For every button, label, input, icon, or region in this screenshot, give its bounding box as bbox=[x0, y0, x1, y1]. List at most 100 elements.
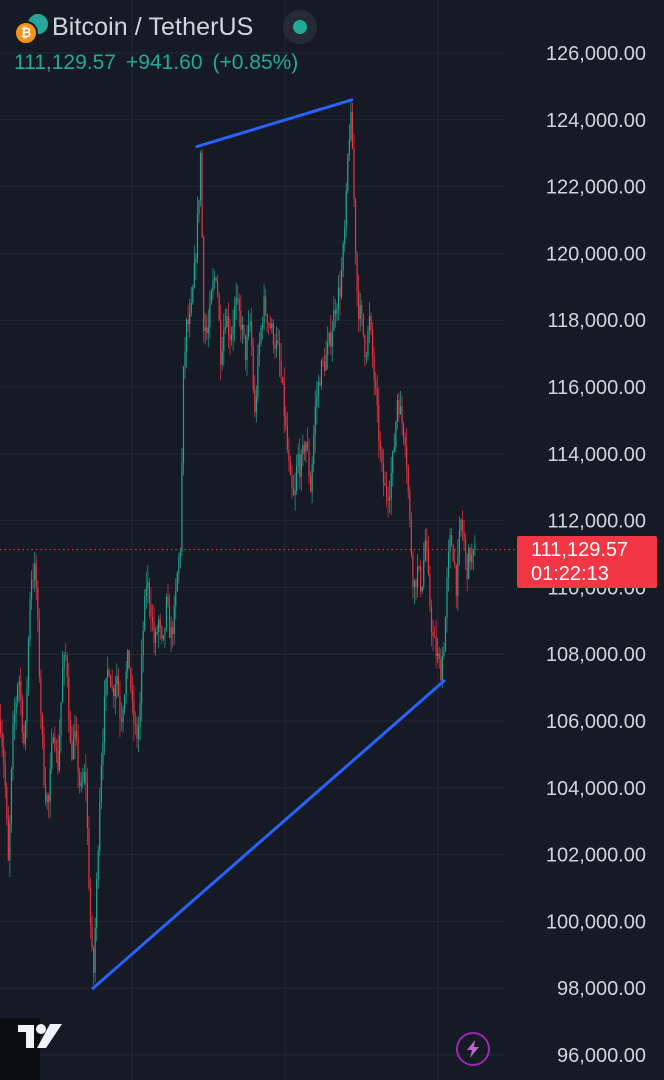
candle-body bbox=[26, 688, 28, 722]
candle-body bbox=[150, 603, 152, 618]
candle-body bbox=[13, 714, 16, 724]
candle-body bbox=[319, 381, 321, 386]
candle-body bbox=[353, 148, 355, 199]
candle-body bbox=[119, 695, 121, 720]
candle-body bbox=[265, 296, 267, 314]
candle-body bbox=[60, 702, 62, 736]
candle-body bbox=[244, 334, 247, 361]
candle-body bbox=[430, 606, 433, 632]
candle-body bbox=[158, 619, 160, 633]
candle-body bbox=[305, 442, 307, 453]
candle-body bbox=[111, 687, 113, 689]
candle-body bbox=[389, 498, 391, 501]
candle-body bbox=[310, 476, 312, 492]
candle-body bbox=[31, 579, 33, 599]
candle-body bbox=[248, 325, 250, 337]
candle-body bbox=[474, 543, 476, 550]
candle-body bbox=[368, 315, 371, 331]
candle-body bbox=[85, 771, 87, 784]
candle-body bbox=[241, 324, 243, 330]
candle-body bbox=[314, 406, 316, 436]
candle-body bbox=[275, 340, 278, 349]
candle-body bbox=[24, 721, 26, 744]
candle-body bbox=[423, 560, 425, 587]
candle-body bbox=[63, 655, 65, 668]
candle-body bbox=[356, 253, 358, 292]
quote-row: 111,129.57 +941.60 (+0.85%) bbox=[14, 51, 298, 75]
candle-body bbox=[255, 396, 257, 413]
candle-body bbox=[17, 685, 19, 702]
candle-body bbox=[348, 139, 350, 156]
candle-body bbox=[1, 732, 3, 748]
candle-body bbox=[328, 332, 330, 344]
candle-body bbox=[190, 302, 192, 314]
candle-body bbox=[237, 298, 239, 300]
candle-body bbox=[207, 327, 209, 334]
candle-body bbox=[292, 487, 295, 496]
candle-body bbox=[384, 482, 386, 486]
candle-body bbox=[96, 879, 98, 928]
candle-body bbox=[110, 675, 112, 688]
candle-body bbox=[192, 287, 194, 303]
candle-body bbox=[12, 723, 14, 769]
candle-body bbox=[283, 383, 285, 417]
candle-body bbox=[72, 740, 75, 760]
candle-body bbox=[165, 596, 168, 628]
candle-body bbox=[91, 924, 93, 949]
candle-body bbox=[393, 446, 395, 452]
candle-body bbox=[196, 213, 199, 259]
candle-body bbox=[83, 771, 85, 782]
candle-body bbox=[145, 588, 147, 596]
candle-body bbox=[43, 734, 45, 786]
candle-body bbox=[32, 579, 34, 581]
candle-body bbox=[102, 742, 104, 765]
candle-body bbox=[308, 449, 310, 477]
lightning-icon[interactable] bbox=[456, 1032, 490, 1066]
candle-body bbox=[342, 243, 344, 271]
candle-body bbox=[35, 563, 37, 588]
candle-body bbox=[334, 310, 336, 314]
candle-body bbox=[234, 305, 236, 326]
tradingview-logo[interactable] bbox=[0, 1018, 74, 1080]
candle-body bbox=[204, 327, 206, 332]
candle-body bbox=[41, 714, 44, 735]
candle-body bbox=[268, 323, 270, 325]
candle-body bbox=[297, 454, 299, 466]
candle-body bbox=[437, 653, 439, 656]
candle-body bbox=[133, 700, 135, 724]
candle-body bbox=[444, 617, 447, 652]
candle-body bbox=[457, 555, 459, 596]
candle-body bbox=[201, 153, 203, 238]
candle-body bbox=[99, 801, 101, 851]
candle-body bbox=[199, 153, 202, 201]
candle-body bbox=[124, 695, 126, 710]
symbol-title[interactable]: Bitcoin / TetherUS bbox=[52, 12, 254, 41]
candle-body bbox=[266, 313, 268, 324]
candle-body bbox=[226, 316, 228, 327]
lower-trendline bbox=[91, 679, 446, 990]
bitcoin-coin-icon: ₿ bbox=[14, 21, 38, 45]
candle-body bbox=[238, 299, 240, 311]
candle-body bbox=[29, 598, 31, 639]
candle-body bbox=[116, 675, 118, 685]
candle-body bbox=[461, 519, 464, 532]
candle-body bbox=[330, 332, 332, 347]
candle-body bbox=[362, 313, 364, 336]
candle-body bbox=[271, 323, 273, 329]
candle-body bbox=[415, 580, 417, 588]
candle-body bbox=[89, 888, 92, 925]
candle-body bbox=[168, 605, 171, 638]
price-tick-label: 116,000.00 bbox=[547, 377, 646, 399]
candle-body bbox=[97, 850, 99, 880]
price-change: +941.60 bbox=[126, 51, 203, 74]
price-tick-label: 108,000.00 bbox=[546, 644, 646, 666]
candle-body bbox=[289, 460, 292, 475]
market-status-indicator[interactable] bbox=[283, 10, 318, 44]
candle-body bbox=[125, 671, 127, 696]
candle-body bbox=[385, 485, 388, 498]
trendlines[interactable] bbox=[91, 98, 446, 990]
candle-body bbox=[370, 315, 372, 330]
candle-body bbox=[127, 650, 129, 672]
candle-body bbox=[249, 321, 251, 326]
